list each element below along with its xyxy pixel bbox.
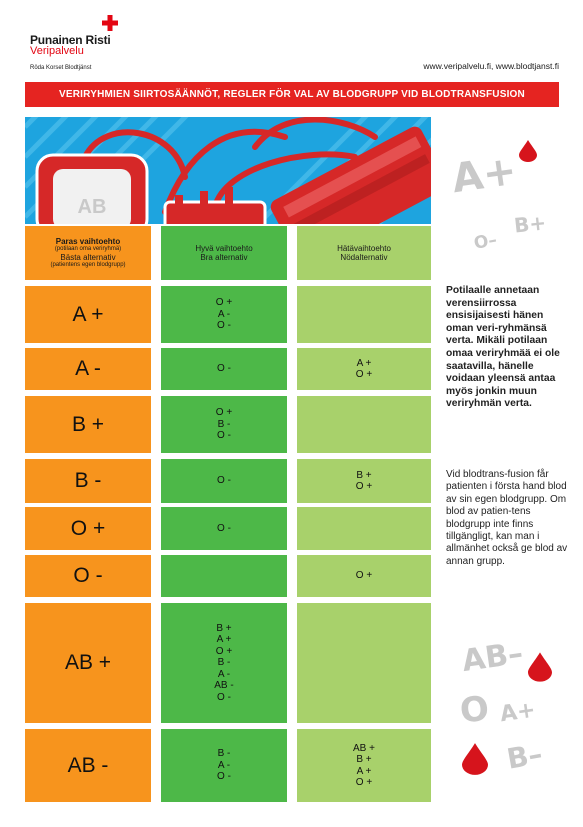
good-options: O - <box>161 348 287 390</box>
header-best-option: Paras vaihtoehto (potilaan oma veriryhmä… <box>25 226 151 280</box>
row-group: AB - <box>25 729 151 802</box>
row-group: B + <box>25 396 151 453</box>
good-options <box>161 555 287 597</box>
header-good-option: Hyvä vaihtoehto Bra alternativ <box>161 226 287 280</box>
deco-letter: B– <box>504 737 545 776</box>
deco-letter: O <box>457 688 491 732</box>
emergency-options: A + O + <box>297 348 431 390</box>
row-group: O - <box>25 555 151 597</box>
emergency-options <box>297 286 431 343</box>
emergency-options: B + O + <box>297 459 431 503</box>
good-options: O + B - O - <box>161 396 287 453</box>
blood-drop-icon <box>528 652 552 682</box>
blood-drop-icon <box>462 743 488 775</box>
deco-letter: AB– <box>459 635 526 680</box>
swedish-explanation: Vid blodtrans-fusion får patienten i för… <box>446 469 568 567</box>
page-title: VERIRYHMIEN SIIRTOSÄÄNNÖT, REGLER FÖR VA… <box>25 82 559 107</box>
emergency-options: AB + B + A + O + <box>297 729 431 802</box>
deco-letter: B+ <box>512 210 548 238</box>
blood-bag-illustration: AB <box>25 117 431 224</box>
row-group: O + <box>25 507 151 550</box>
emergency-options <box>297 603 431 723</box>
good-options: B - A - O - <box>161 729 287 802</box>
good-options: O - <box>161 507 287 550</box>
deco-letter: A+ <box>449 147 520 203</box>
org-swedish-name: Röda Korset Blodtjänst <box>30 65 92 71</box>
emergency-options: O + <box>297 555 431 597</box>
emergency-options <box>297 396 431 453</box>
blood-drop-icon <box>519 140 537 162</box>
row-group: B - <box>25 459 151 503</box>
good-options: O + A - O - <box>161 286 287 343</box>
emergency-options <box>297 507 431 550</box>
bag-label: AB <box>78 196 107 218</box>
red-cross-icon <box>102 15 118 31</box>
blood-bag-art: AB <box>25 117 431 224</box>
row-group: AB + <box>25 603 151 723</box>
deco-letter: O– <box>472 230 499 254</box>
row-group: A - <box>25 348 151 390</box>
row-group: A + <box>25 286 151 343</box>
good-options: B + A + O + B - A - AB - O - <box>161 603 287 723</box>
deco-letter: A+ <box>498 697 538 728</box>
website-links[interactable]: www.veripalvelu.fi, www.blodtjanst.fi <box>423 61 559 71</box>
good-options: O - <box>161 459 287 503</box>
org-unit: Veripalvelu <box>30 45 84 57</box>
header-emergency-option: Hätävaihtoehto Nödalternativ <box>297 226 431 280</box>
finnish-explanation: Potilaalle annetaan verensiirrossa ensis… <box>446 285 560 410</box>
org-name: Punainen Risti <box>30 33 111 47</box>
